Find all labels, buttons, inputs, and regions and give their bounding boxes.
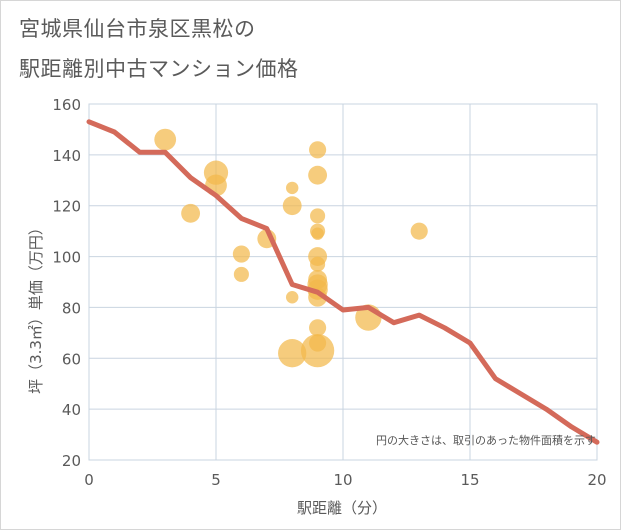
y-tick-label: 20	[62, 452, 81, 470]
bubble-point	[232, 245, 250, 263]
bubble-point	[300, 334, 335, 368]
x-tick-label: 0	[84, 471, 94, 489]
bubble-point	[154, 128, 177, 151]
bubble-point	[410, 222, 428, 240]
y-tick-label: 80	[62, 299, 81, 317]
x-tick-label: 20	[587, 471, 606, 489]
bubble-point	[309, 319, 327, 337]
tick-labels: 20 40 60 80 100 120 140 160 0 5 10 15 20	[52, 96, 606, 489]
grid	[88, 103, 598, 461]
bubble-point	[310, 208, 326, 224]
y-tick-label: 160	[52, 96, 81, 114]
x-tick-label: 5	[211, 471, 221, 489]
trend-line-layer	[86, 119, 600, 445]
bubbles	[154, 128, 428, 368]
bubble-point	[278, 339, 307, 368]
y-axis-label: 坪（3.3㎡）単価（万円）	[27, 220, 45, 394]
y-tick-label: 40	[62, 401, 81, 419]
bubble-point	[285, 291, 299, 304]
x-axis-label: 駅距離（分）	[297, 499, 387, 517]
bubble-point	[282, 196, 302, 216]
bubble-point	[181, 203, 201, 223]
x-tick-label: 10	[333, 471, 352, 489]
y-tick-label: 140	[52, 147, 81, 165]
average-price-line	[86, 119, 600, 445]
bubble-point	[285, 181, 299, 195]
y-tick-label: 100	[52, 249, 81, 267]
bubble-point	[233, 266, 249, 282]
bubble-point	[308, 165, 328, 185]
y-tick-label: 120	[52, 198, 81, 216]
bubble-size-note: 円の大きさは、取引のあった物件面積を示す	[376, 433, 596, 447]
chart-title-line-2: 駅距離別中古マンション価格	[19, 57, 299, 81]
x-tick-label: 15	[460, 471, 479, 489]
chart-title-line-1: 宮城県仙台市泉区黒松の	[19, 17, 256, 41]
bubble-point	[310, 256, 326, 272]
y-tick-label: 60	[62, 350, 81, 368]
bubble-point	[311, 227, 324, 240]
bubble-point	[309, 141, 327, 159]
